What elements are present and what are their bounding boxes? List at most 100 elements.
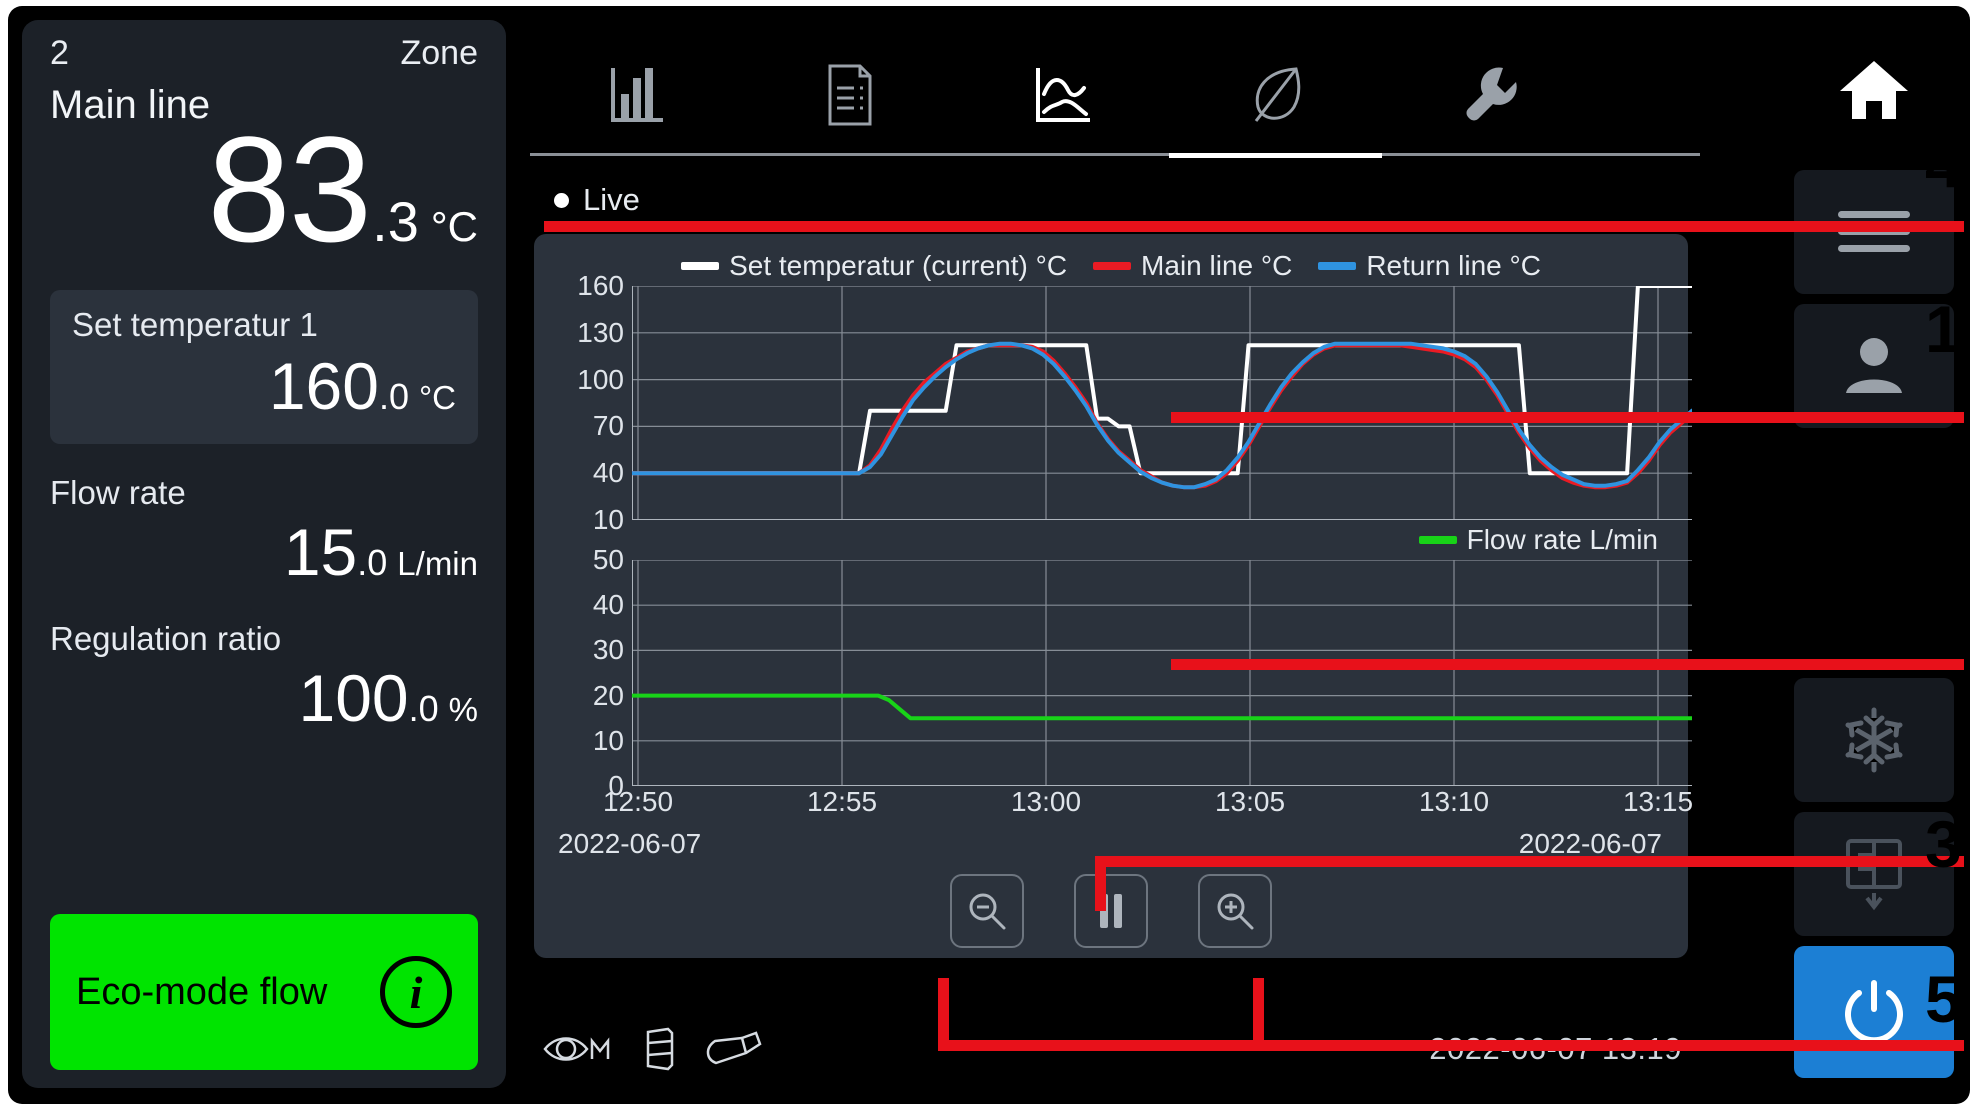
y-tick-label: 20 [592,679,624,711]
x-tick-label: 12:55 [806,786,878,817]
eco-mode-flow-label: Eco-mode flow [76,970,328,1013]
live-label: Live [583,182,640,217]
set-temperature-int: 160 [268,349,379,423]
x-tick-label: 12:50 [602,786,674,817]
mold-button[interactable] [1794,812,1954,936]
main-content: Live Set temperatur (current) °C Main li… [520,20,1700,1088]
legend-swatch-set-temperature [681,262,720,270]
callout-number-2: 2 [1925,532,1962,606]
legend-swatch-return-line [1318,262,1357,270]
tab-wrench[interactable] [1382,35,1595,155]
callout-number-5: 5 [1925,962,1962,1036]
callout-line-4 [544,221,1964,232]
usb-stick-icon[interactable] [702,1028,764,1070]
flow-rate-int: 15 [283,515,358,589]
temperature-y-axis: 160 130 100 70 40 10 [548,270,624,535]
x-tick-label: 13:10 [1418,786,1490,817]
callout-number-4: 4 [1925,127,1962,201]
main-line-label: Main line [50,83,211,127]
callout-line-3 [1095,856,1964,867]
status-icon-group [542,1026,764,1072]
leaf-icon [1254,67,1300,122]
legend-label-flow-rate: Flow rate L/min [1466,524,1658,555]
home-icon [1840,61,1908,119]
regulation-ratio-int: 100 [298,661,409,735]
bar-chart-icon [610,68,663,122]
temperature-chart[interactable] [632,286,1692,520]
tab-underline [530,153,1700,156]
chart-control-bar [548,874,1674,948]
regulation-ratio-dec: .0 [408,688,439,729]
flow-rate-metric: Flow rate 15 .0 L/min [50,474,478,590]
database-icon[interactable] [642,1026,676,1072]
home-button[interactable] [1794,20,1954,160]
set-temperature-card[interactable]: Set temperatur 1 160 .0 °C [50,290,478,444]
y-tick-label: 40 [592,457,624,489]
y-tick-label: 50 [592,544,624,575]
zone-label: Zone [400,34,479,72]
y-tick-label: 10 [592,724,624,756]
chart-date-start: 2022-06-07 [558,828,702,859]
legend-label-return-line: Return line °C [1366,250,1541,281]
callout-line-1 [1171,412,1964,423]
info-icon[interactable]: i [380,956,452,1028]
regulation-ratio-unit: % [448,691,478,728]
y-tick-label: 130 [577,316,624,348]
legend-label-set-temperature: Set temperatur (current) °C [729,250,1068,281]
tab-leaf[interactable] [1169,35,1382,155]
pause-button[interactable] [1074,874,1148,948]
trend-chart-card: Set temperatur (current) °C Main line °C… [534,234,1693,958]
regulation-ratio-metric: Regulation ratio 100 .0 % [50,620,478,736]
cooling-button[interactable] [1794,678,1954,802]
live-dot-icon [554,192,569,208]
mold-icon [1846,839,1902,911]
power-button[interactable] [1794,946,1954,1078]
callout-tick-5a [938,978,949,1046]
flow-rate-readout: 15 .0 L/min [50,514,478,590]
y-tick-label: 0 [608,770,624,801]
x-tick-label: 13:05 [1214,786,1286,817]
zoom-in-button[interactable] [1198,874,1272,948]
set-temperature-unit: °C [418,379,456,416]
legend-item-return-line: Return line °C [1318,250,1541,282]
user-button[interactable] [1794,304,1954,428]
trend-graph-icon [1035,68,1090,122]
zone-header: 2 Zone [50,34,478,73]
callout-number-3: 3 [1925,807,1962,881]
tab-document-list[interactable] [743,35,956,155]
eye-m-icon[interactable] [542,1029,616,1069]
live-indicator[interactable]: Live [520,170,1700,230]
wrench-icon [1465,67,1517,121]
legend-label-main-line: Main line °C [1141,250,1293,281]
temperature-chart-legend: Set temperatur (current) °C Main line °C… [548,246,1674,286]
eco-mode-flow-button[interactable]: Eco-mode flow i [50,914,478,1070]
legend-swatch-main-line [1093,262,1132,270]
zone-number: 2 [50,34,69,72]
regulation-ratio-readout: 100 .0 % [50,660,479,736]
zoom-out-button[interactable] [950,874,1024,948]
callout-tick-3 [1095,856,1106,911]
flow-rate-unit: L/min [397,545,478,582]
x-tick-label: 13:00 [1010,786,1082,817]
callout-number-1: 1 [1925,292,1962,366]
regulation-ratio-label: Regulation ratio [50,620,282,657]
y-tick-label: 100 [577,363,624,395]
menu-button[interactable] [1794,170,1954,294]
legend-item-flow-rate: Flow rate L/min [1418,524,1658,556]
user-icon [1846,338,1902,393]
legend-item-set-temperature: Set temperatur (current) °C [681,250,1067,282]
legend-swatch-flow-rate [1418,536,1457,544]
tab-trend-graph[interactable] [956,35,1169,155]
set-temperature-label: Set temperatur 1 [72,306,318,343]
main-line-value-int: 83 [207,105,372,273]
power-icon [1845,980,1903,1044]
y-tick-label: 70 [592,410,624,442]
main-line-unit: °C [430,203,478,250]
set-temperature-readout: 160 .0 °C [72,348,456,424]
main-line-readout: 83 .3 °C [50,114,478,264]
flow-rate-chart[interactable] [632,560,1692,786]
x-tick-label: 13:15 [1622,786,1694,817]
tab-bar-chart[interactable] [530,35,743,155]
callout-line-2 [1171,659,1964,670]
